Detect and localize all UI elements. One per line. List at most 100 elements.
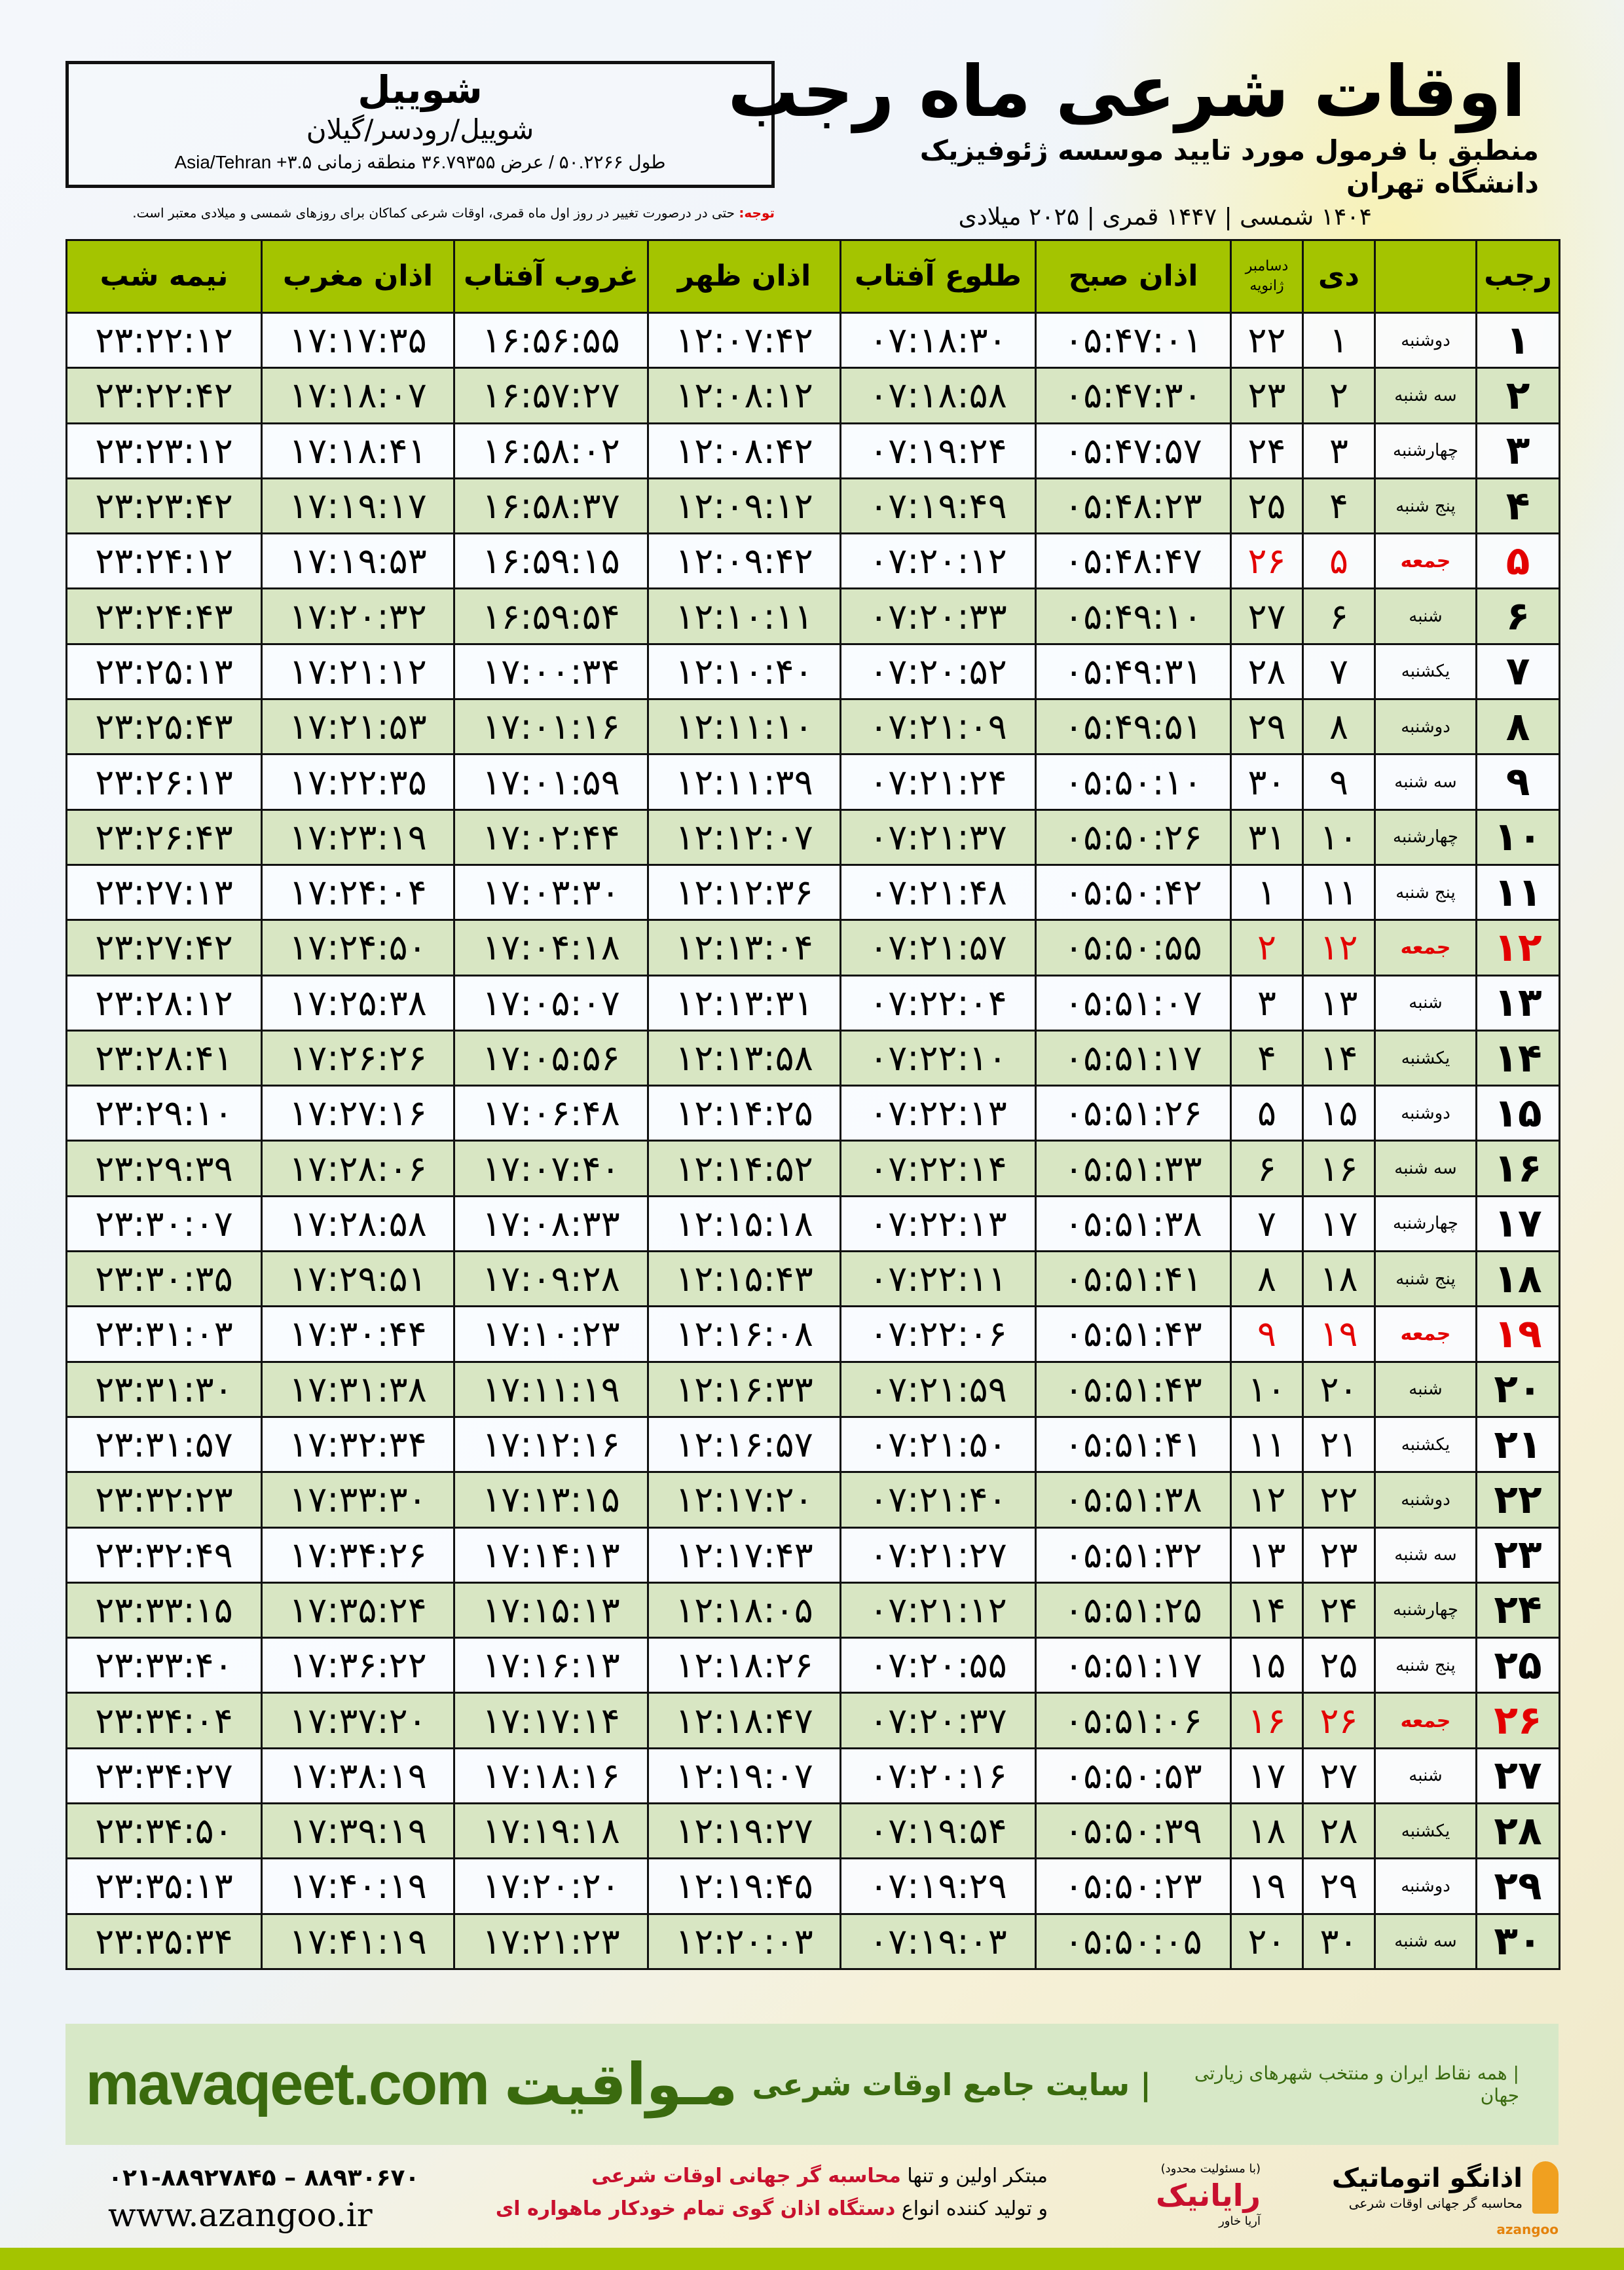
dhuhr-time: ۱۲:۱۴:۲۵: [647, 1085, 841, 1142]
sunset-time: ۱۷:۱۴:۱۳: [453, 1526, 649, 1584]
maghrib-time: ۱۷:۴۱:۱۹: [261, 1912, 455, 1970]
gregorian-day: ۱: [1230, 863, 1304, 921]
dhuhr-time: ۱۲:۰۹:۴۲: [647, 532, 841, 590]
midnight-time: ۲۳:۲۶:۱۳: [65, 753, 263, 811]
table-row: ۱۴ یکشنبه ۱۴ ۴ ۰۵:۵۱:۱۷ ۰۷:۲۲:۱۰ ۱۲:۱۳:۵۸ ۱۷:۰۵…: [65, 1029, 1560, 1087]
sunset-time: ۱۶:۵۹:۵۴: [453, 587, 649, 645]
sunrise-time: ۰۷:۲۰:۱۲: [840, 532, 1037, 590]
mosque-dome-icon: [1532, 2161, 1559, 2214]
year-line: ۱۴۰۴ شمسی | ۱۴۴۷ قمری | ۲۰۲۵ میلادی: [958, 204, 1372, 231]
dhuhr-time: ۱۲:۱۲:۳۶: [647, 863, 841, 921]
dey-day: ۲۹: [1302, 1857, 1376, 1915]
brand-group: مـواقیت | سایت جامع اوقات شرعی | همه نقا…: [504, 2051, 1519, 2118]
table-row: ۱۳ شنبه ۱۳ ۳ ۰۵:۵۱:۰۷ ۰۷:۲۲:۰۴ ۱۲:۱۳:۳۱ ۱۷:۰۵:۰…: [65, 974, 1560, 1032]
rajab-day: ۸: [1475, 698, 1560, 756]
fajr-time: ۰۵:۵۱:۲۵: [1035, 1581, 1232, 1639]
site-link[interactable]: mavaqeet.com: [85, 2051, 490, 2117]
maghrib-time: ۱۷:۲۴:۵۰: [261, 919, 455, 977]
website-link[interactable]: www.azangoo.ir: [108, 2196, 373, 2234]
header-sunset-time: غروب آفتاب: [453, 239, 649, 314]
fajr-time: ۰۵:۴۷:۰۱: [1035, 311, 1232, 369]
rajab-day: ۲۵: [1475, 1637, 1560, 1694]
midnight-time: ۲۳:۲۴:۱۲: [65, 532, 263, 590]
dey-day: ۲۰: [1302, 1360, 1376, 1418]
midnight-time: ۲۳:۲۹:۳۹: [65, 1140, 263, 1197]
rajab-day: ۱: [1475, 311, 1560, 369]
midnight-time: ۲۳:۳۴:۵۰: [65, 1802, 263, 1860]
gregorian-day: ۱۳: [1230, 1526, 1304, 1584]
header-maghrib-time: اذان مغرب: [261, 239, 455, 314]
fajr-time: ۰۵:۵۱:۴۳: [1035, 1305, 1232, 1363]
dhuhr-time: ۱۲:۱۶:۵۷: [647, 1415, 841, 1474]
sunset-time: ۱۷:۱۰:۲۳: [453, 1305, 649, 1363]
notice-label: توجه:: [739, 205, 775, 221]
weekday: شنبه: [1374, 974, 1477, 1032]
dhuhr-time: ۱۲:۱۸:۰۵: [647, 1581, 841, 1639]
fajr-time: ۰۵:۵۱:۴۱: [1035, 1250, 1232, 1308]
midnight-time: ۲۳:۳۱:۵۷: [65, 1415, 263, 1474]
table-row: ۲۴ چهارشنبه ۲۴ ۱۴ ۰۵:۵۱:۲۵ ۰۷:۲۱:۱۲ ۱۲:۱۸:۰۵ ۱۷…: [65, 1581, 1560, 1639]
dhuhr-time: ۱۲:۰۸:۱۲: [647, 367, 841, 424]
fajr-time: ۰۵:۵۰:۱۰: [1035, 753, 1232, 811]
dhuhr-time: ۱۲:۱۹:۴۵: [647, 1857, 841, 1915]
weekday: دوشنبه: [1374, 1857, 1477, 1915]
weekday: سه شنبه: [1374, 753, 1477, 811]
sunset-time: ۱۶:۵۹:۱۵: [453, 532, 649, 590]
brand-slogan: | سایت جامع اوقات شرعی: [752, 2066, 1151, 2102]
azangoo-sub: محاسبه گر جهانی اوقات شرعی: [1348, 2195, 1522, 2211]
maghrib-time: ۱۷:۲۸:۵۸: [261, 1195, 455, 1253]
rajab-day: ۲۰: [1475, 1360, 1560, 1418]
maghrib-time: ۱۷:۲۵:۳۸: [261, 974, 455, 1032]
header-gregorian-day: دسامبر ژانویه: [1230, 239, 1304, 314]
fajr-time: ۰۵:۵۱:۰۷: [1035, 974, 1232, 1032]
dey-day: ۲۵: [1302, 1637, 1376, 1694]
gregorian-day: ۱۲: [1230, 1471, 1304, 1529]
dhuhr-time: ۱۲:۰۸:۴۲: [647, 422, 841, 479]
rajab-day: ۱۰: [1475, 808, 1560, 866]
azangoo-logo: اذانگو اتوماتیک محاسبه گر جهانی اوقات شر…: [1332, 2161, 1559, 2237]
promo-line2-b: دستگاه اذان گوی تمام خودکار ماهواره ای: [495, 2197, 896, 2220]
rajab-day: ۲۷: [1475, 1747, 1560, 1805]
dey-day: ۱۲: [1302, 919, 1376, 977]
midnight-time: ۲۳:۲۷:۴۲: [65, 919, 263, 977]
maghrib-time: ۱۷:۲۸:۰۶: [261, 1140, 455, 1197]
midnight-time: ۲۳:۳۲:۴۹: [65, 1526, 263, 1584]
gregorian-day: ۱۴: [1230, 1581, 1304, 1639]
midnight-time: ۲۳:۲۲:۴۲: [65, 367, 263, 424]
weekday: جمعه: [1374, 919, 1477, 977]
fajr-time: ۰۵:۴۹:۵۱: [1035, 698, 1232, 756]
dey-day: ۱: [1302, 311, 1376, 369]
dey-day: ۱۷: [1302, 1195, 1376, 1253]
header-dhuhr-time: اذان ظهر: [647, 239, 841, 314]
rajab-day: ۴: [1475, 477, 1560, 535]
midnight-time: ۲۳:۲۵:۴۳: [65, 698, 263, 756]
sunrise-time: ۰۷:۱۸:۵۸: [840, 367, 1037, 424]
weekday: چهارشنبه: [1374, 808, 1477, 866]
gregorian-day: ۶: [1230, 1140, 1304, 1197]
fajr-time: ۰۵:۵۰:۴۲: [1035, 863, 1232, 921]
rajab-day: ۵: [1475, 532, 1560, 590]
dey-day: ۵: [1302, 532, 1376, 590]
gregorian-day: ۲: [1230, 919, 1304, 977]
contact-info: ۰۲۱-۸۸۹۲۷۸۴۵ – ۸۸۹۳۰۶۷۰ www.azangoo.ir: [108, 2161, 420, 2235]
dhuhr-time: ۱۲:۱۰:۱۱: [647, 587, 841, 645]
fajr-time: ۰۵:۴۸:۲۳: [1035, 477, 1232, 535]
gregorian-day: ۴: [1230, 1029, 1304, 1087]
sunrise-time: ۰۷:۲۰:۳۳: [840, 587, 1037, 645]
header-weekday: [1374, 239, 1477, 314]
rajab-day: ۳: [1475, 422, 1560, 479]
gregorian-day: ۲۷: [1230, 587, 1304, 645]
sunrise-time: ۰۷:۲۰:۵۲: [840, 642, 1037, 701]
sunrise-time: ۰۷:۲۰:۱۶: [840, 1747, 1037, 1805]
fajr-time: ۰۵:۵۱:۲۶: [1035, 1085, 1232, 1142]
sunset-time: ۱۶:۵۶:۵۵: [453, 311, 649, 369]
dey-day: ۱۰: [1302, 808, 1376, 866]
location-box: شوییل شوییل/رودسر/گیلان طول ۵۰.۲۲۶۶ / عر…: [65, 61, 775, 188]
weekday: جمعه: [1374, 532, 1477, 590]
midnight-time: ۲۳:۳۳:۴۰: [65, 1637, 263, 1694]
dey-day: ۶: [1302, 587, 1376, 645]
rayanik-sub: آریا خاور: [1219, 2214, 1261, 2228]
fajr-time: ۰۵:۵۱:۳۸: [1035, 1471, 1232, 1529]
sunrise-time: ۰۷:۲۱:۵۰: [840, 1415, 1037, 1474]
dhuhr-time: ۱۲:۱۷:۴۳: [647, 1526, 841, 1584]
